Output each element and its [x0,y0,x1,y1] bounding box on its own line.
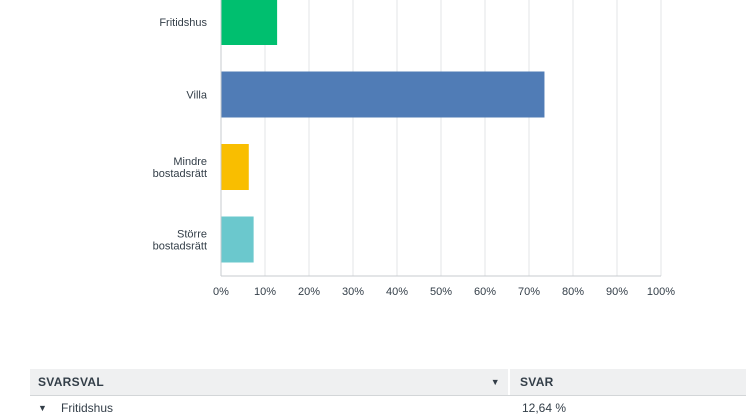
category-label: Mindre [173,156,207,168]
answer-choices-header[interactable]: SVARSVAL ▼ [30,369,510,395]
table-header: SVARSVAL ▼ SVAR [30,369,746,396]
x-tick-label: 10% [254,286,276,298]
category-label: bostadsrätt [153,241,207,253]
row-choice-label: Fritidshus [61,401,114,415]
x-tick-label: 50% [430,286,452,298]
bar [221,216,254,263]
row-choice-cell[interactable]: ▼ Fritidshus [30,396,510,420]
bar [221,71,545,118]
sort-caret-icon[interactable]: ▼ [490,377,500,387]
category-label: Fritidshus [159,17,207,29]
x-tick-label: 30% [342,286,364,298]
x-tick-label: 70% [518,286,540,298]
bar [221,144,249,190]
bar [221,0,278,45]
x-tick-label: 100% [647,286,675,298]
category-label: Villa [186,90,207,102]
table-row: ▼ Fritidshus 12,64 % [30,396,746,420]
row-response-cell: 12,64 % [510,396,746,420]
responses-label: SVAR [520,375,554,389]
x-tick-label: 40% [386,286,408,298]
responses-header[interactable]: SVAR [510,369,746,395]
category-label: Större [177,229,207,241]
x-tick-label: 60% [474,286,496,298]
answer-choices-label: SVARSVAL [38,375,104,389]
category-label: bostadsrätt [153,168,207,180]
expand-caret-icon[interactable]: ▼ [38,403,47,413]
row-response-value: 12,64 % [522,401,567,415]
results-table: SVARSVAL ▼ SVAR ▼ Fritidshus 12,64 % [30,369,746,420]
x-tick-label: 90% [606,286,628,298]
x-tick-label: 0% [213,286,229,298]
bar-chart: 0% 10% 20% 30% 40% 50% 60% 70% 80% 90% 100% Fritids… [153,0,675,298]
x-tick-label: 20% [298,286,320,298]
x-tick-label: 80% [562,286,584,298]
